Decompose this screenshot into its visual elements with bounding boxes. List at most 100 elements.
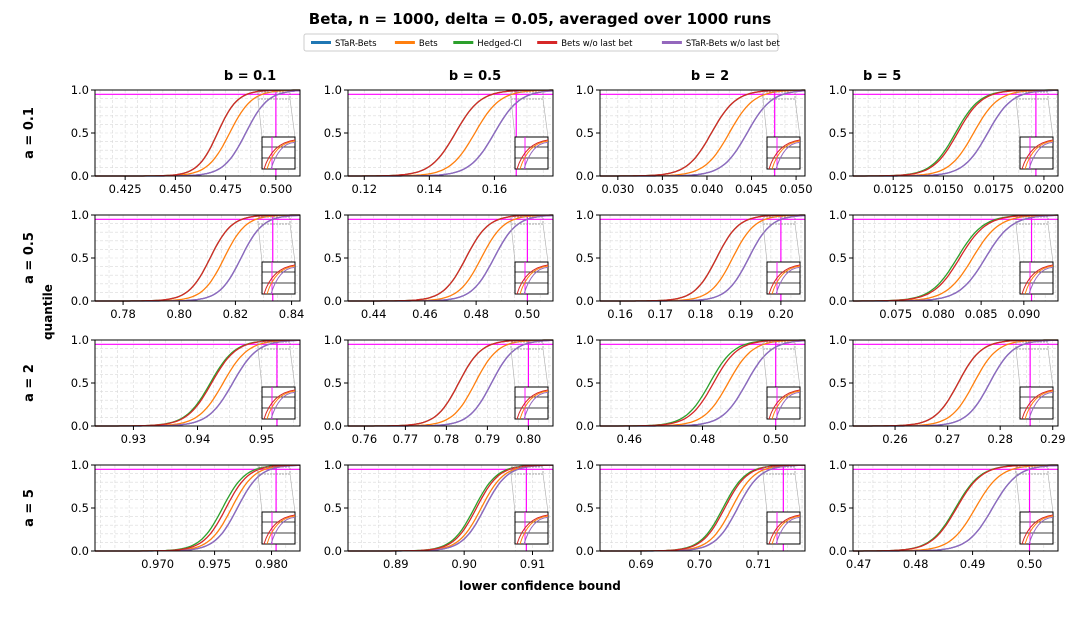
zoom-region	[510, 91, 544, 100]
y-tick-label: 0.0	[829, 294, 847, 308]
y-tick-label: 1.0	[829, 333, 847, 347]
x-tick-label: 0.29	[1040, 432, 1066, 446]
y-tick-label: 0.0	[71, 544, 89, 558]
x-tick-label: 0.475	[209, 182, 242, 196]
inset-connector	[542, 348, 549, 388]
x-tick-label: 0.425	[109, 182, 142, 196]
x-tick-label: 0.69	[628, 557, 654, 571]
y-tick-label: 0.5	[324, 251, 342, 265]
inset-connector	[794, 348, 801, 388]
inset-connector	[257, 348, 263, 388]
column-labels: b = 0.1 b = 0.5 b = 2 b = 5	[224, 69, 901, 84]
y-tick-label: 0.0	[71, 419, 89, 433]
inset-curve	[768, 139, 801, 170]
y-tick-label: 0.5	[829, 126, 847, 140]
inset-curve	[771, 265, 801, 295]
y-tick-label: 0.5	[829, 251, 847, 265]
y-tick-label: 0.5	[324, 126, 342, 140]
inset-connector	[794, 473, 801, 513]
x-tick-label: 0.0200	[1024, 182, 1064, 196]
inset-curve	[523, 516, 549, 545]
inset-connector	[1015, 348, 1021, 388]
y-tick-label: 0.0	[324, 294, 342, 308]
x-tick-label: 0.030	[601, 182, 634, 196]
inset-connector	[762, 473, 768, 513]
panel-r2-c2: 0.0 0.5 1.0 0.46 0.48 0.50	[576, 333, 806, 446]
panel-r1-c2: 0.0 0.5 1.0 0.16 0.17 0.18 0.19 0.20	[576, 208, 806, 321]
y-tick-label: 0.5	[576, 251, 594, 265]
panels: 0.00.51.00.425 0.450 0.475 0.5000.00.51.00.…	[71, 83, 1066, 571]
legend-label-0: STaR-Bets	[335, 39, 377, 49]
inset-curve	[768, 514, 801, 545]
zoom-region	[762, 216, 796, 225]
x-tick-label: 0.20	[768, 307, 794, 321]
x-tick-label: 0.78	[434, 432, 460, 446]
x-tick-label: 0.085	[965, 307, 998, 321]
x-tick-label: 0.18	[688, 307, 714, 321]
legend-label-3: Bets w/o last bet	[561, 39, 633, 49]
legend-label-4: STaR-Bets w/o last bet	[686, 39, 781, 49]
inset-curve	[1024, 265, 1054, 295]
inset-connector	[257, 473, 263, 513]
legend: STaR-Bets Bets Hedged-CI Bets w/o last bet S…	[303, 33, 781, 52]
x-tick-label: 0.045	[735, 182, 768, 196]
zoom-region	[762, 341, 796, 350]
x-tick-label: 0.0175	[974, 182, 1014, 196]
panel-r1-c1: 0.0 0.5 1.0 0.44 0.46 0.48 0.50	[324, 208, 554, 321]
inset-connector	[289, 98, 296, 138]
inset-connector	[289, 473, 296, 513]
figure-title: Beta, n = 1000, delta = 0.05, averaged o…	[309, 10, 772, 28]
x-tick-label: 0.27	[935, 432, 961, 446]
legend-label-2: Hedged-CI	[477, 39, 522, 49]
legend-label-1: Bets	[419, 39, 438, 49]
y-tick-label: 1.0	[829, 458, 847, 472]
inset-curve	[523, 266, 549, 295]
inset-connector	[794, 98, 801, 138]
x-tick-label: 0.47	[846, 557, 872, 571]
inset-curve	[516, 389, 549, 420]
col-label-0: b = 0.1	[224, 69, 276, 84]
inset-curve	[516, 264, 549, 295]
col-label-1: b = 0.5	[449, 69, 501, 84]
y-tick-label: 0.5	[71, 126, 89, 140]
x-tick-label: 0.50	[763, 432, 789, 446]
inset-curve	[523, 141, 549, 170]
inset-curve	[516, 514, 549, 545]
inset-curve	[1028, 141, 1054, 170]
row-label-2: a = 2	[22, 364, 37, 402]
zoom-region	[257, 216, 291, 225]
x-tick-label: 0.49	[960, 557, 986, 571]
y-tick-label: 0.0	[71, 169, 89, 183]
x-tick-label: 0.080	[922, 307, 955, 321]
y-tick-label: 0.5	[829, 376, 847, 390]
inset-curve	[1024, 390, 1054, 420]
inset-connector	[510, 348, 516, 388]
y-tick-label: 0.0	[829, 419, 847, 433]
y-tick-label: 0.0	[71, 294, 89, 308]
y-tick-label: 0.0	[576, 419, 594, 433]
y-tick-label: 1.0	[71, 458, 89, 472]
row-label-0: a = 0.1	[22, 107, 37, 159]
inset-curve	[519, 140, 549, 170]
y-tick-label: 0.5	[576, 376, 594, 390]
y-tick-label: 1.0	[71, 83, 89, 97]
y-tick-label: 0.5	[324, 376, 342, 390]
inset-curve	[266, 390, 296, 420]
inset-connector	[762, 98, 768, 138]
y-tick-label: 1.0	[576, 333, 594, 347]
inset-curve	[1021, 514, 1054, 545]
inset-curve	[263, 514, 296, 545]
inset-connector	[762, 223, 768, 263]
inset-curve	[1024, 515, 1054, 545]
y-tick-label: 0.5	[324, 501, 342, 515]
x-tick-label: 0.17	[647, 307, 673, 321]
zoom-region	[1015, 341, 1049, 350]
x-tick-label: 0.94	[185, 432, 211, 446]
y-tick-label: 1.0	[324, 208, 342, 222]
y-tick-label: 0.0	[576, 169, 594, 183]
zoom-region	[1015, 91, 1049, 100]
inset-connector	[1047, 98, 1054, 138]
x-tick-label: 0.82	[223, 307, 249, 321]
inset-curve	[270, 141, 296, 170]
x-tick-label: 0.76	[352, 432, 378, 446]
